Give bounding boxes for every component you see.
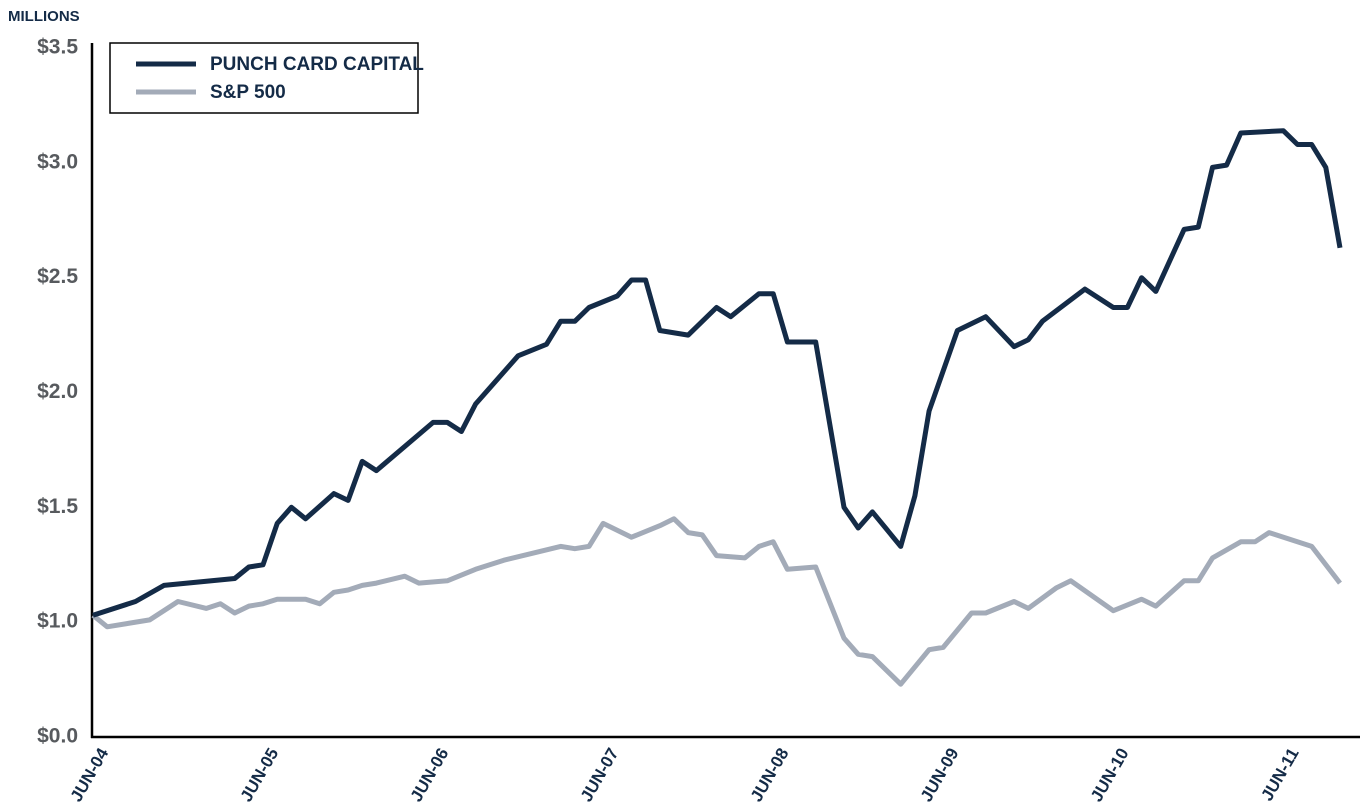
y-tick-label: $3.0 [37, 150, 78, 173]
y-tick-label: $2.0 [37, 380, 78, 403]
x-tick-label: JUN-07 [577, 745, 623, 805]
x-tick-label: JUN-10 [1087, 745, 1133, 805]
x-tick-label: JUN-08 [747, 745, 793, 805]
x-tick-label: JUN-11 [1257, 745, 1302, 804]
y-tick-label: $0.0 [37, 725, 78, 748]
x-tick-label: JUN-05 [237, 745, 283, 805]
y-tick-label: $2.5 [37, 265, 78, 288]
y-tick-label: $1.5 [37, 495, 78, 518]
x-tick-label: JUN-09 [917, 745, 963, 805]
series-line [92, 128, 1343, 618]
y-tick-label: $1.0 [37, 610, 78, 633]
legend-label: PUNCH CARD CAPITAL [210, 54, 424, 75]
series-line [91, 516, 1342, 687]
x-tick-label: JUN-06 [407, 745, 453, 805]
legend-label: S&P 500 [210, 82, 286, 103]
x-tick-label: JUN-04 [67, 744, 113, 805]
y-axis-label: MILLIONS [8, 8, 80, 25]
y-tick-label: $3.5 [37, 36, 78, 59]
legend-box [109, 42, 419, 114]
